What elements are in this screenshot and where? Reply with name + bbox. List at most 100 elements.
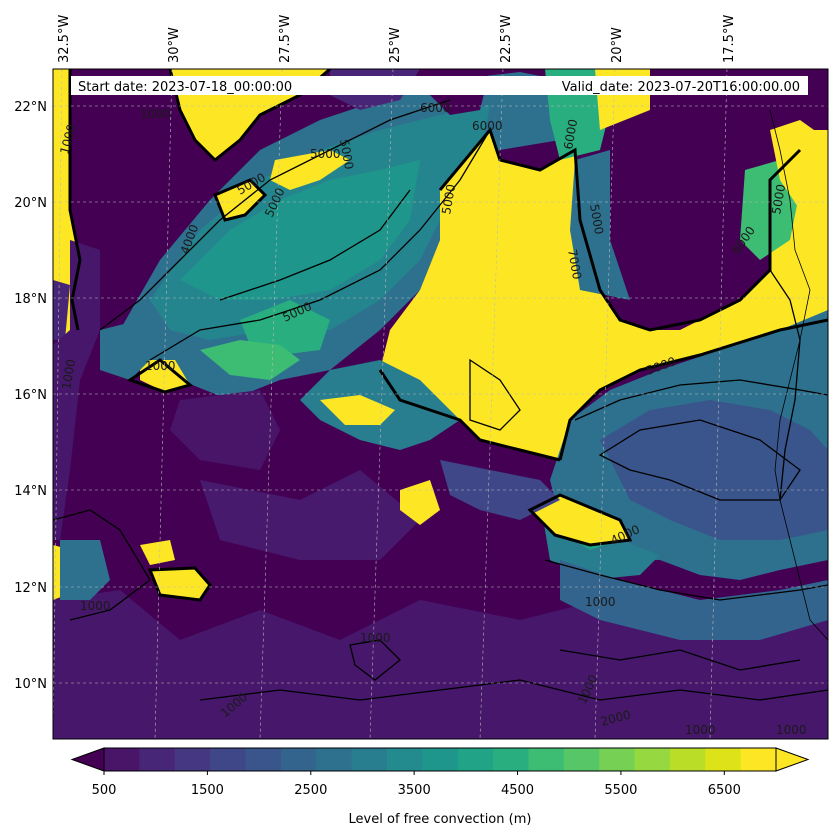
contour-label: 6000 (420, 101, 451, 115)
contour-thick-4 (68, 69, 82, 331)
map-panel: 1000 5000 1000 5000 4000 5000 5000 6000 … (53, 69, 828, 739)
lon-tick-label: 27.5°W (278, 15, 293, 63)
lat-tick-label: 22°N (14, 100, 47, 115)
field-center-yellow-2 (400, 480, 440, 525)
field-green-bright (240, 300, 330, 355)
field-nw-yellow-2 (270, 150, 350, 190)
colorbar-title: Level of free convection (m) (349, 812, 532, 827)
colorbar-cell (245, 748, 282, 771)
contour-thick-7 (527, 493, 633, 547)
contour-thick-9 (213, 178, 268, 222)
contour-thick-8 (126, 358, 194, 394)
grid-lon-32-5 (53, 69, 63, 739)
contour-line-12 (469, 358, 521, 431)
contour-label: 5000 (337, 138, 356, 171)
lon-tick-label: 32.5°W (57, 15, 72, 63)
contour-thick-2 (558, 318, 828, 461)
lat-tick-label: 12°N (14, 581, 47, 596)
colorbar-cell (104, 748, 140, 771)
gridlines (53, 69, 828, 739)
colorbar-cell (740, 748, 777, 771)
contour-label: 1000 (585, 595, 616, 609)
lat-tick-label: 20°N (14, 196, 47, 211)
contour-label: 6000 (561, 118, 580, 151)
field-lightgreen (200, 340, 300, 380)
field-central-purple (170, 390, 280, 470)
date-banner-bg (71, 76, 808, 95)
colorbar-cell (139, 748, 176, 771)
contour-label: 5000 (439, 183, 458, 216)
colorbar-tick-labels: 500 1500 2500 3500 4500 5500 6500 (92, 783, 741, 798)
field-se-mid (560, 560, 828, 640)
contour-thick-6 (147, 566, 212, 602)
date-banner: Start date: 2023-07-18_00:00:00 Valid_da… (71, 76, 808, 95)
field-west-purple (53, 280, 70, 340)
lon-tick-label: 22.5°W (499, 15, 514, 63)
colorbar-cell (493, 748, 530, 771)
field-left-purple-band (53, 240, 100, 540)
grid-lon-22-5 (479, 69, 504, 739)
contour-line-9 (349, 639, 401, 681)
grid-lon-30 (154, 69, 173, 739)
colorbar-cell (669, 748, 706, 771)
colorbar-tick-label: 500 (92, 783, 117, 798)
contour-line-6 (544, 559, 828, 601)
field-sw-teal (60, 540, 110, 600)
contour-line-10 (559, 649, 801, 671)
lon-tick-label: 20°W (610, 27, 625, 63)
field-ne-yellow-blob (770, 120, 828, 210)
field-central-yellow (380, 130, 828, 460)
colorbar-cell (634, 748, 671, 771)
contour-lines (53, 99, 828, 701)
contour-line-3 (219, 189, 411, 301)
colorbar-cell (316, 748, 353, 771)
field-se-blue (600, 400, 828, 540)
colorbar-over-arrow (775, 747, 810, 772)
contour-label: 1000 (145, 359, 176, 373)
contour-label: 7000 (565, 248, 584, 281)
contour-label: 1000 (80, 599, 111, 613)
field-sw-yellow-3 (140, 360, 190, 392)
colorbar-cell (210, 748, 247, 771)
colorbar-cell (563, 748, 600, 771)
contour-label: 1000 (360, 631, 391, 645)
colorbar-tick-label: 2500 (294, 783, 327, 798)
colorbar-cells (104, 748, 777, 771)
lon-tick-label: 30°W (167, 27, 182, 63)
lat-tick-label: 18°N (14, 292, 47, 307)
field-patch-mid (200, 470, 420, 560)
field-green-core (180, 160, 420, 300)
contour-line-11 (769, 269, 801, 501)
colorbar: 500 1500 2500 3500 4500 5500 6500 Level … (70, 747, 810, 827)
field-w-teal (100, 320, 160, 380)
lat-tick-label: 16°N (14, 388, 47, 403)
contour-label: 1000 (140, 107, 171, 121)
colorbar-ticks (103, 771, 725, 775)
contour-label: 5000 (769, 183, 788, 216)
lon-tick-label: 17.5°W (722, 15, 737, 63)
lat-tick-labels: 22°N 20°N 18°N 16°N 14°N 12°N 10°N (14, 100, 47, 692)
grid-lon-27-5 (259, 69, 283, 739)
contour-label: 1000 (59, 358, 78, 391)
field-sw-yellow-2 (150, 568, 210, 600)
grid-lon-25 (369, 69, 394, 739)
contour-line-1 (99, 99, 451, 331)
colorbar-under-arrow (70, 747, 105, 772)
colorbar-frame (103, 747, 777, 772)
field-ne-teal (570, 150, 630, 300)
contour-line-7 (53, 509, 151, 621)
grid-lon-20 (594, 69, 616, 739)
contour-thick-1 (438, 126, 802, 332)
lat-tick-label: 14°N (14, 484, 47, 499)
contour-label: 5000 (587, 203, 606, 236)
contour-label: 5000 (310, 147, 341, 161)
contour-line-8 (199, 679, 828, 701)
colorbar-cell (174, 748, 211, 771)
lat-tick-label: 10°N (14, 677, 47, 692)
field-center-yellow (320, 395, 395, 425)
colorbar-cell (528, 748, 565, 771)
colorbar-cell (280, 748, 317, 771)
lon-tick-labels: 32.5°W 30°W 27.5°W 25°W 22.5°W 20°W 17.5… (57, 15, 737, 63)
contour-line-5 (598, 419, 801, 501)
